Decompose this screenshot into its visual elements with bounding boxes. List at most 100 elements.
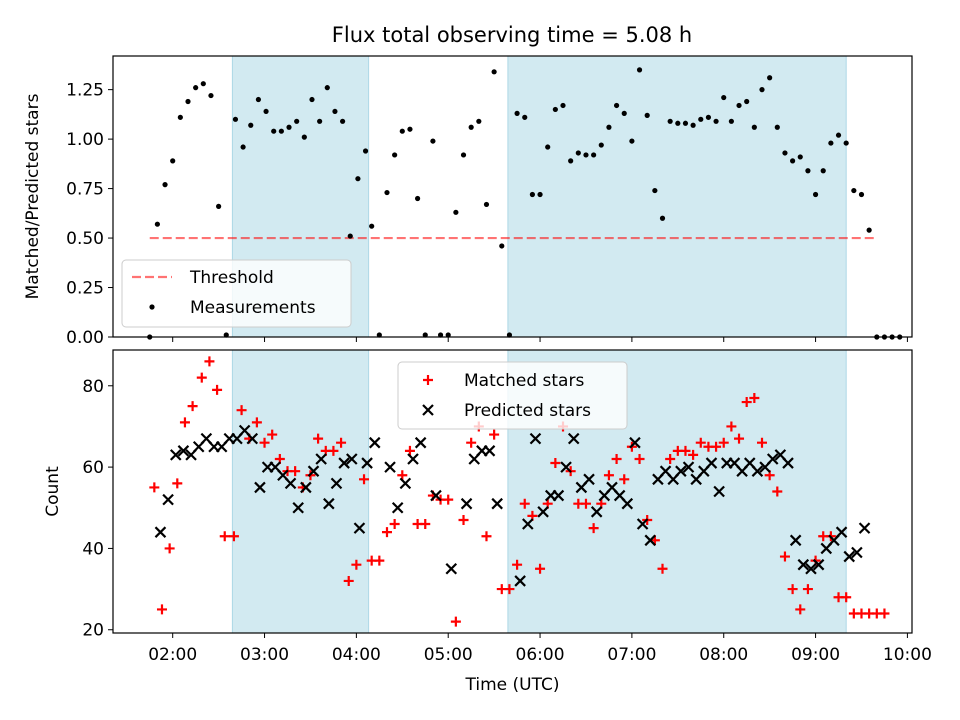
predicted-point bbox=[812, 558, 825, 571]
axes-frame bbox=[112, 55, 913, 338]
y-tick-label: 1.00 bbox=[66, 130, 104, 150]
y-tick-label: 60 bbox=[82, 458, 104, 478]
measurement-point bbox=[208, 92, 214, 99]
measurement-point bbox=[414, 195, 421, 202]
x-tick-label: 02:00 bbox=[148, 645, 197, 665]
predicted-point bbox=[560, 461, 572, 473]
predicted-point bbox=[858, 522, 871, 534]
predicted-point bbox=[491, 497, 503, 510]
predicted-point bbox=[414, 436, 427, 449]
matched-point bbox=[228, 531, 239, 542]
predicted-point bbox=[621, 497, 634, 510]
measurement-point bbox=[736, 102, 742, 109]
matched-point bbox=[795, 604, 806, 615]
matched-point bbox=[619, 474, 630, 485]
measurement-point bbox=[301, 134, 307, 140]
measurement-point bbox=[790, 158, 796, 164]
matched-point bbox=[212, 384, 223, 395]
predicted-point bbox=[805, 562, 817, 575]
predicted-point bbox=[307, 465, 320, 477]
chart-title: Flux total observing time = 5.08 h bbox=[332, 23, 692, 47]
count-panel: 20 40 60 80 02:00 03:00 04:00 05:00 06:00 07:00 08… bbox=[43, 349, 932, 695]
matched-point bbox=[179, 417, 190, 428]
predicted-point bbox=[629, 436, 641, 449]
predicted-point bbox=[636, 518, 649, 530]
measurement-point bbox=[568, 158, 574, 164]
measurement-point bbox=[162, 182, 168, 188]
measurement-point bbox=[782, 150, 788, 156]
matched-point bbox=[389, 519, 400, 530]
matched-point bbox=[458, 514, 469, 525]
matched-point bbox=[251, 417, 262, 428]
measurement-point bbox=[369, 223, 375, 229]
matched-point bbox=[236, 405, 247, 416]
measurement-point bbox=[332, 108, 338, 115]
matched-point bbox=[397, 470, 408, 481]
predicted-point bbox=[346, 453, 358, 465]
measurement-point bbox=[713, 118, 719, 124]
predicted-point bbox=[246, 432, 259, 445]
predicted-point bbox=[162, 493, 174, 506]
matched-point bbox=[149, 482, 160, 493]
measurement-point bbox=[453, 209, 459, 215]
measurement-point bbox=[529, 191, 535, 198]
y-tick-label: 0.50 bbox=[66, 229, 104, 249]
matched-point bbox=[688, 449, 699, 460]
measurement-point bbox=[866, 227, 872, 233]
shaded-interval bbox=[507, 55, 847, 338]
matched-point bbox=[695, 437, 706, 448]
predicted-point bbox=[751, 465, 764, 477]
x-tick-label: 06:00 bbox=[516, 645, 565, 665]
measurement-point bbox=[621, 110, 627, 116]
matched-point bbox=[580, 498, 591, 509]
legend-predicted-label: Predicted stars bbox=[464, 401, 591, 421]
measurement-point bbox=[583, 152, 589, 158]
predicted-point bbox=[782, 457, 794, 469]
predicted-point bbox=[797, 558, 810, 571]
predicted-point bbox=[789, 534, 802, 547]
measurement-point bbox=[499, 243, 505, 249]
measurement-point bbox=[698, 116, 704, 122]
legend-measurement-label: Measurements bbox=[190, 298, 316, 318]
measurement-point bbox=[812, 191, 819, 198]
y-axis-label: Matched/Predicted stars bbox=[23, 93, 43, 299]
predicted-point bbox=[766, 453, 779, 465]
measurement-point bbox=[339, 118, 346, 124]
legend-threshold-label: Threshold bbox=[189, 268, 274, 288]
predicted-point bbox=[682, 461, 695, 473]
measurement-point bbox=[721, 94, 727, 101]
matched-point bbox=[611, 453, 622, 464]
matched-point bbox=[313, 433, 324, 444]
measurement-point bbox=[820, 168, 826, 174]
measurement-point bbox=[636, 67, 643, 73]
matched-point bbox=[489, 429, 500, 440]
matched-point bbox=[772, 486, 783, 497]
matched-point bbox=[336, 437, 347, 448]
measurement-point bbox=[659, 215, 666, 221]
measurement-point bbox=[362, 148, 369, 154]
matched-point bbox=[519, 498, 530, 509]
legend: Matched stars Predicted stars bbox=[397, 361, 628, 430]
y-tick-label: 80 bbox=[82, 377, 104, 397]
matched-point bbox=[657, 563, 668, 574]
measurement-point bbox=[858, 191, 865, 198]
measurement-point bbox=[613, 102, 620, 109]
predicted-point bbox=[177, 445, 190, 457]
measurement-point bbox=[751, 124, 757, 130]
measurement-point bbox=[255, 96, 262, 103]
matched-point bbox=[466, 437, 477, 448]
legend-measurement-swatch bbox=[149, 304, 155, 310]
measurement-point bbox=[675, 120, 681, 126]
predicted-point bbox=[399, 477, 412, 490]
measurement-point bbox=[399, 128, 405, 134]
predicted-point bbox=[169, 449, 182, 461]
legend-matched-swatch bbox=[423, 375, 433, 385]
measurement-point bbox=[545, 144, 551, 150]
matched-point bbox=[359, 474, 370, 485]
measurement-point bbox=[552, 106, 558, 113]
matched-point bbox=[749, 392, 760, 403]
x-tick-label: 05:00 bbox=[424, 645, 473, 665]
matched-point bbox=[726, 421, 737, 432]
predicted-point bbox=[300, 481, 312, 494]
